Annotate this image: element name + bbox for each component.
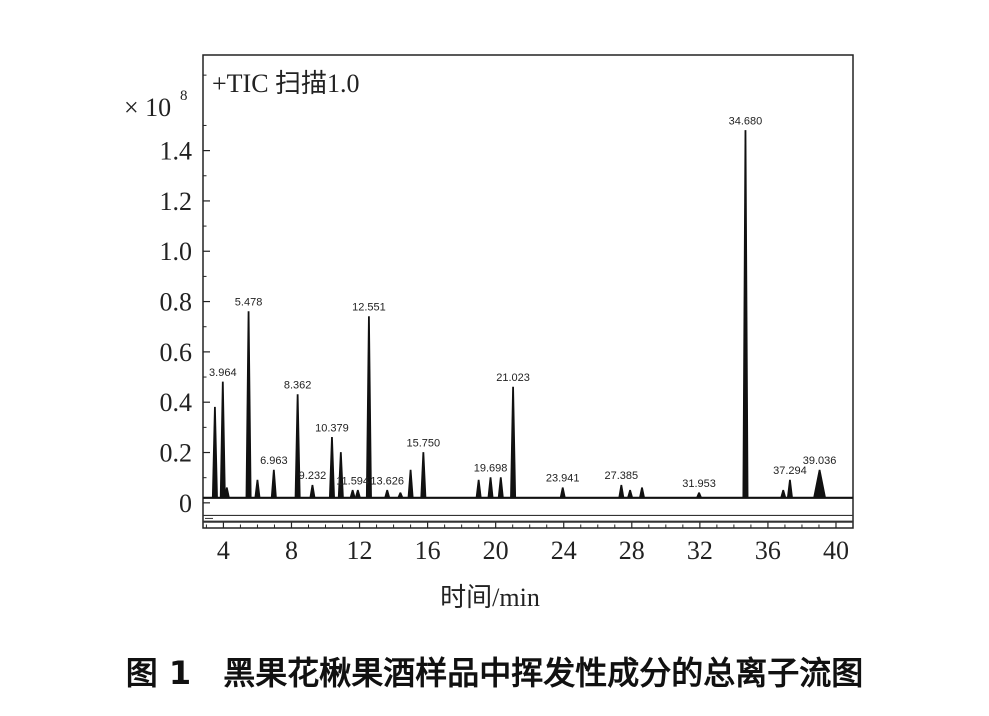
peak-label: 13.626 xyxy=(370,475,404,487)
chromatogram-peak xyxy=(384,489,391,499)
y-tick-label: 0.6 xyxy=(160,338,193,367)
peak-labels: 3.964 5.478 6.963 8.362 9.232 10.379 11.594 13.… xyxy=(209,115,836,489)
x-axis-label: 时间/min xyxy=(440,583,540,612)
chromatogram-peak xyxy=(420,452,427,499)
peak-label: 39.036 xyxy=(803,455,837,467)
x-tick-label: 40 xyxy=(823,536,849,565)
y-tick-label: 0 xyxy=(179,489,192,518)
peak-label: 10.379 xyxy=(315,422,349,434)
x-tick-label: 12 xyxy=(347,536,373,565)
x-tick-label: 32 xyxy=(687,536,713,565)
peak-label: 3.964 xyxy=(209,367,237,379)
peak-label: 37.294 xyxy=(773,465,807,477)
peak-label: 11.594 xyxy=(336,475,369,487)
chromatogram-peak xyxy=(337,452,344,499)
peak-label: 19.698 xyxy=(474,463,508,475)
chromatogram-peak xyxy=(294,394,301,499)
x-tick-label: 20 xyxy=(483,536,509,565)
y-tick-label: 1.0 xyxy=(160,237,193,266)
trace-label: +TIC 扫描1.0 xyxy=(212,69,360,98)
chromatogram-peak xyxy=(349,489,356,499)
peak-label: 23.941 xyxy=(546,473,580,485)
chromatogram-peak xyxy=(223,487,230,499)
chromatogram-peak xyxy=(407,469,414,499)
x-tick-label: 24 xyxy=(551,536,577,565)
chromatogram-peak xyxy=(254,479,261,499)
chromatogram-peak xyxy=(309,484,316,499)
chromatogram-peak xyxy=(245,311,252,499)
chromatogram-peak xyxy=(270,469,277,499)
y-axis-exponent: 8 xyxy=(180,88,188,104)
chromatogram-peak xyxy=(813,469,827,499)
x-tick-label: 16 xyxy=(415,536,441,565)
peak-label: 6.963 xyxy=(260,455,288,467)
axes: 4 8 12 16 20 24 28 32 36 40 0 0.2 0.4 0.6 0.8 1.0 1.2 1.4 xyxy=(160,54,854,565)
peak-label: 8.362 xyxy=(284,380,312,392)
y-tick-label: 0.2 xyxy=(160,439,193,468)
chromatogram-peak xyxy=(510,386,517,499)
chromatogram-peak xyxy=(559,487,566,499)
chromatogram-peak xyxy=(786,479,793,499)
y-tick-label: 1.2 xyxy=(160,187,193,216)
chromatogram-peak xyxy=(780,489,787,499)
x-tick-label: 28 xyxy=(619,536,645,565)
y-tick-label: 0.4 xyxy=(160,388,193,417)
x-tick-label: 36 xyxy=(755,536,781,565)
chromatogram-peak xyxy=(397,492,404,499)
peak-label: 21.023 xyxy=(496,372,530,384)
chromatogram-peak xyxy=(638,487,646,499)
peak-label: 5.478 xyxy=(235,297,263,309)
chromatogram-peak xyxy=(742,130,749,499)
chromatogram-peak xyxy=(626,489,634,499)
peak-label: 9.232 xyxy=(299,470,327,482)
plot-frame xyxy=(202,54,854,529)
chromatogram-peak xyxy=(475,479,482,499)
tic-trace xyxy=(203,130,853,499)
peak-label: 34.680 xyxy=(729,115,763,127)
peak-label: 15.750 xyxy=(407,438,441,450)
x-tick-label: 8 xyxy=(285,536,298,565)
peak-label: 12.551 xyxy=(352,302,386,314)
figure-caption: 图 1 黑果花楸果酒样品中挥发性成分的总离子流图 xyxy=(125,654,864,692)
peak-label: 31.953 xyxy=(682,478,716,490)
chromatogram-peak xyxy=(695,492,703,499)
peak-label: 27.385 xyxy=(605,470,639,482)
y-tick-label: 1.4 xyxy=(160,137,193,166)
chromatogram-peak xyxy=(497,477,504,499)
chromatogram-peak xyxy=(365,316,372,499)
chromatogram-peak xyxy=(354,489,361,499)
chromatogram-peak xyxy=(219,381,226,499)
x-tick-label: 4 xyxy=(217,536,230,565)
chromatogram-peak xyxy=(211,406,218,499)
y-tick-label: 0.8 xyxy=(160,288,193,317)
chromatogram-peak xyxy=(618,484,625,499)
chromatogram-peak xyxy=(487,477,494,499)
y-axis-multiplier: × 10 xyxy=(124,93,171,122)
chromatogram-peak xyxy=(328,437,335,499)
